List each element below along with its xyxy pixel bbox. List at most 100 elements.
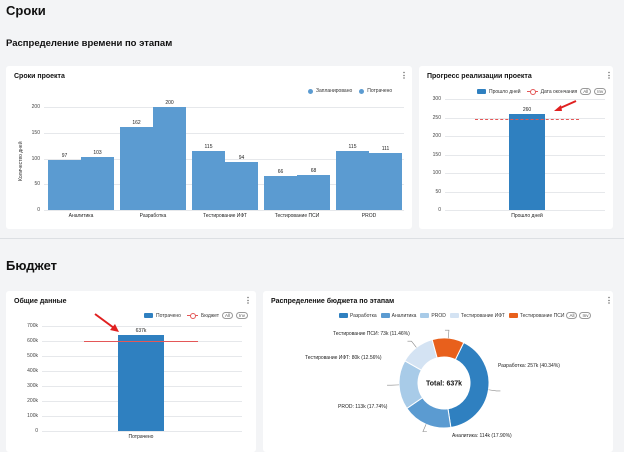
chart-legend: Прошло дней Дата окончания All Inv bbox=[477, 88, 607, 95]
x-tick-label: Тестирование ПСИ bbox=[274, 213, 320, 219]
x-tick-label: PROD bbox=[361, 213, 377, 219]
card-title: Прогресс реализации проекта bbox=[427, 73, 532, 80]
y-tick-label: 200k bbox=[27, 398, 38, 404]
data-label: 637k bbox=[135, 328, 147, 335]
legend-item[interactable]: Прошло дней bbox=[489, 88, 521, 95]
data-label: 68 bbox=[310, 167, 317, 174]
bar-Запланировано bbox=[336, 150, 369, 210]
y-tick-label: 100 bbox=[432, 170, 441, 176]
card-title: Распределение бюджета по этапам bbox=[271, 298, 395, 305]
pill-all-button[interactable]: All bbox=[580, 88, 592, 95]
legend-item[interactable]: Потрачено bbox=[367, 88, 393, 94]
data-label: 200 bbox=[165, 100, 174, 106]
y-tick-label: 150 bbox=[31, 129, 40, 136]
donut-center-label: Total: 637k bbox=[426, 381, 462, 388]
leader-line bbox=[422, 424, 427, 432]
bar-Потрачено bbox=[297, 174, 330, 210]
grid-line bbox=[445, 99, 605, 100]
data-label: 162 bbox=[132, 119, 141, 126]
chart-legend: Потрачено Бюджет All Inv bbox=[144, 312, 249, 319]
data-label: 103 bbox=[93, 149, 102, 156]
bar-Запланировано bbox=[120, 126, 153, 210]
card-menu-icon[interactable]: ⋮ bbox=[605, 71, 613, 80]
pill-all-button[interactable]: All bbox=[222, 312, 234, 319]
pill-inv-button[interactable]: Inv bbox=[579, 312, 592, 319]
data-label: 97 bbox=[61, 153, 68, 160]
grid-line bbox=[44, 132, 404, 134]
card-menu-icon[interactable]: ⋮ bbox=[400, 71, 408, 80]
legend-item[interactable]: Запланировано bbox=[316, 88, 353, 94]
y-tick-label: 400k bbox=[27, 368, 38, 374]
legend-swatch-icon bbox=[380, 313, 390, 318]
slice-label: PROD: 113k (17.74%) bbox=[338, 404, 388, 410]
card-menu-icon[interactable]: ⋮ bbox=[605, 296, 613, 305]
y-tick-label: 200 bbox=[432, 133, 441, 139]
data-label: 260 bbox=[522, 106, 532, 113]
chart-legend: Разработка Аналитика PROD Тестирование И… bbox=[339, 312, 592, 319]
y-tick-label: 0 bbox=[35, 428, 38, 434]
grid-line bbox=[445, 210, 605, 211]
legend-swatch-icon bbox=[477, 89, 486, 94]
legend-swatch-icon bbox=[420, 313, 430, 318]
y-tick-label: 200 bbox=[31, 104, 40, 110]
y-tick-label: 100 bbox=[31, 155, 40, 162]
legend-item[interactable]: Тестирование ИФТ bbox=[460, 312, 505, 319]
data-label: 115 bbox=[204, 143, 213, 150]
legend-swatch-icon bbox=[339, 313, 348, 318]
legend-item[interactable]: Потрачено bbox=[156, 312, 181, 319]
reference-line bbox=[84, 341, 198, 342]
legend-item[interactable]: Дата окончания bbox=[540, 88, 578, 95]
x-tick-label: Потрачено bbox=[128, 434, 154, 440]
bar-Потрачено bbox=[225, 161, 258, 210]
y-tick-label: 300k bbox=[27, 383, 38, 389]
grid-line bbox=[42, 326, 242, 327]
legend-swatch-icon bbox=[449, 313, 459, 318]
grid-line bbox=[44, 210, 404, 211]
section-title-budget: Бюджет bbox=[6, 258, 57, 273]
donut-slice[interactable] bbox=[447, 341, 490, 429]
pill-inv-button[interactable]: Inv bbox=[594, 88, 607, 95]
grid-line bbox=[44, 107, 404, 108]
chart-legend: Запланировано Потрачено bbox=[308, 88, 392, 94]
section-title-timing: Сроки bbox=[6, 3, 46, 18]
card-progress: Прогресс реализации проекта ⋮ Прошло дне… bbox=[419, 66, 613, 229]
grid-line bbox=[42, 431, 242, 432]
budget-donut-chart: Разработка: 257k (40.34%) Аналитика: 114k… bbox=[305, 329, 560, 439]
card-project-timeline: Сроки проекта ⋮ Запланировано Потрачено … bbox=[6, 66, 412, 229]
slice-label: Разработка: 257k (40.34%) bbox=[498, 363, 560, 369]
bar-Потрачено bbox=[81, 156, 114, 210]
y-tick-label: 0 bbox=[37, 207, 40, 213]
bar-Запланировано bbox=[48, 160, 81, 210]
leader-line bbox=[444, 329, 450, 339]
legend-item[interactable]: Разработка bbox=[350, 312, 377, 319]
x-tick-label: Тестирование ИФТ bbox=[203, 213, 247, 219]
donut-slice[interactable] bbox=[431, 337, 465, 361]
card-menu-icon[interactable]: ⋮ bbox=[244, 296, 252, 305]
section-subtitle-timing: Распределение времени по этапам bbox=[6, 38, 173, 49]
legend-item[interactable]: PROD bbox=[431, 312, 446, 319]
legend-dot-icon bbox=[359, 88, 365, 94]
legend-item[interactable]: Аналитика bbox=[391, 312, 417, 319]
legend-line-icon bbox=[186, 313, 198, 319]
data-label: 115 bbox=[348, 143, 357, 150]
slice-label: Тестирование ИФТ: 80k (12.56%) bbox=[305, 355, 382, 361]
legend-dot-icon bbox=[308, 88, 313, 94]
y-tick-label: 250 bbox=[432, 114, 441, 121]
legend-swatch-icon bbox=[144, 313, 153, 318]
pill-all-button[interactable]: All bbox=[566, 312, 578, 319]
legend-item[interactable]: Бюджет bbox=[200, 312, 220, 319]
y-tick-label: 0 bbox=[438, 207, 441, 213]
y-tick-label: 50 bbox=[435, 188, 441, 195]
legend-item[interactable]: Тестирование ПСИ bbox=[519, 312, 565, 319]
x-tick-label: Разработка bbox=[139, 213, 167, 219]
data-label: 94 bbox=[238, 154, 245, 161]
slice-label: Аналитика: 114k (17.90%) bbox=[452, 433, 512, 439]
card-budget-split: Распределение бюджета по этапам ⋮ Разраб… bbox=[263, 291, 613, 452]
y-tick-label: 700k bbox=[27, 323, 38, 329]
y-tick-label: 600k bbox=[27, 338, 38, 344]
pill-inv-button[interactable]: Inv bbox=[236, 312, 249, 319]
reference-line bbox=[475, 119, 579, 121]
y-tick-label: 300 bbox=[432, 96, 441, 102]
bar-Запланировано bbox=[192, 150, 225, 210]
card-title: Сроки проекта bbox=[14, 73, 65, 80]
